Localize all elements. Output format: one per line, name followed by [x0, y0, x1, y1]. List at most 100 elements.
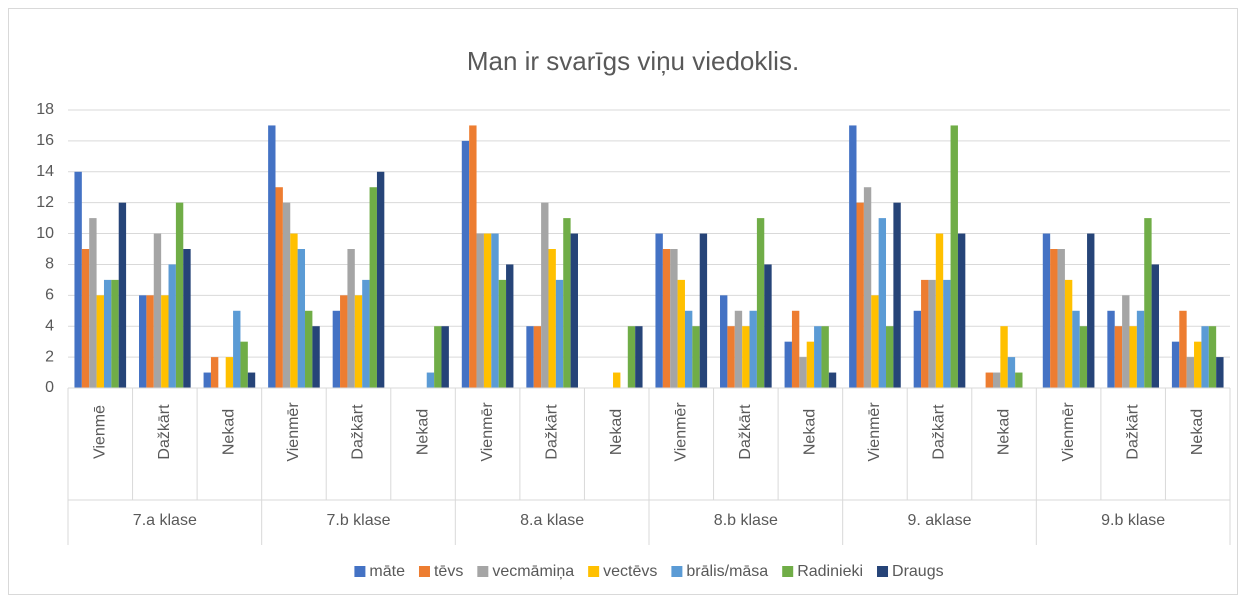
bar [498, 279, 507, 388]
bar [1072, 310, 1080, 388]
legend-label: vectēvs [603, 563, 657, 580]
bar [699, 233, 708, 388]
y-tick-label: 8 [45, 256, 54, 273]
bar [893, 202, 901, 388]
bar [491, 233, 499, 388]
x-tick-label: Nekad [1189, 409, 1206, 455]
x-tick-label: Nekad [995, 409, 1012, 455]
bar [461, 140, 470, 388]
x-tick-label: Nekad [221, 409, 238, 455]
bar [1042, 233, 1051, 388]
bar [692, 326, 700, 388]
bar [533, 326, 542, 388]
group-label: 9. aklase [907, 512, 971, 529]
bar [742, 326, 750, 388]
legend-label: Draugs [892, 563, 944, 580]
x-tick-label: Nekad [414, 409, 431, 455]
bar [1186, 357, 1195, 388]
bar [677, 279, 685, 388]
legend-label: māte [369, 563, 405, 580]
bar [1201, 326, 1209, 388]
bar [828, 372, 837, 388]
bar [655, 233, 663, 388]
bar [168, 264, 176, 388]
bar [1000, 326, 1008, 388]
bar [233, 310, 241, 388]
bar [1007, 357, 1016, 388]
x-tick-label: Dažkārt [737, 404, 754, 460]
bar [950, 125, 958, 388]
legend-swatch [354, 566, 366, 577]
bar [734, 310, 743, 388]
legend-swatch [877, 566, 889, 577]
bar [203, 372, 211, 388]
bar [118, 202, 127, 388]
bar [312, 326, 320, 388]
x-tick-label: Dažkārt [543, 404, 560, 460]
bar [541, 202, 549, 388]
bar [1050, 249, 1058, 388]
group-label: 8.a klase [520, 512, 584, 529]
x-tick-label: Dažkārt [350, 404, 367, 460]
bar [863, 187, 872, 388]
group-label: 8.b klase [714, 512, 778, 529]
bar [275, 187, 283, 388]
bar [662, 249, 671, 388]
y-tick-label: 18 [36, 101, 54, 118]
bar [268, 125, 276, 388]
bar [483, 233, 492, 388]
bar [376, 171, 385, 388]
group-label: 7.b klase [326, 512, 390, 529]
y-tick-label: 10 [36, 225, 54, 242]
bar [856, 202, 864, 388]
bar [821, 326, 829, 388]
bar [1179, 310, 1187, 388]
bar [1107, 310, 1115, 388]
bar [247, 372, 256, 388]
bar [806, 341, 815, 388]
bar [992, 372, 1001, 388]
bar [756, 218, 765, 388]
bar [1079, 326, 1088, 388]
bar [928, 279, 936, 388]
bar [921, 279, 929, 388]
bar [111, 279, 119, 388]
x-tick-label: Nekad [608, 409, 625, 455]
legend-label: vecmāmiņa [492, 563, 574, 580]
bar [1136, 310, 1145, 388]
bar [1122, 295, 1130, 388]
bar [727, 326, 735, 388]
bar [297, 249, 306, 388]
bar [555, 279, 564, 388]
bar [784, 341, 792, 388]
bar [670, 249, 678, 388]
bar [526, 326, 534, 388]
bar [613, 372, 621, 388]
bar [849, 125, 857, 388]
bar [563, 218, 571, 388]
bar [225, 357, 234, 388]
bar [332, 310, 341, 388]
bar [1114, 326, 1123, 388]
bar [548, 249, 556, 388]
bar [1015, 372, 1023, 388]
bar [434, 326, 442, 388]
x-tick-label: Vienmēr [479, 402, 496, 462]
bar [305, 310, 313, 388]
bar [354, 295, 363, 388]
bar [340, 295, 348, 388]
bar [81, 249, 90, 388]
y-tick-label: 12 [36, 194, 54, 211]
chart-border [8, 8, 1238, 595]
bar [506, 264, 514, 388]
bar [878, 218, 887, 388]
x-tick-label: Nekad [802, 409, 819, 455]
bar [985, 372, 993, 388]
bar [96, 295, 104, 388]
bar [290, 233, 298, 388]
legend-swatch [418, 566, 430, 577]
bar [684, 310, 693, 388]
bar [175, 202, 184, 388]
bar [103, 279, 112, 388]
